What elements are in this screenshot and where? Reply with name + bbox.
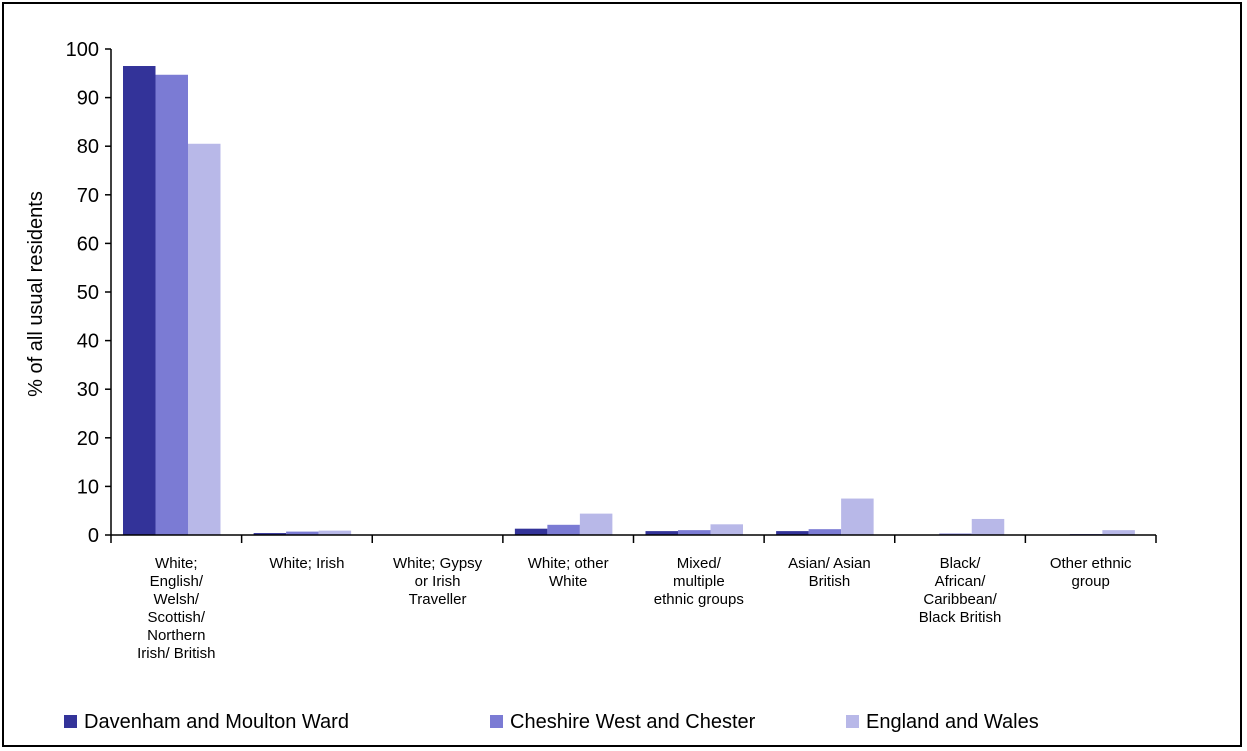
y-tick-label-0: 0 <box>88 525 99 547</box>
category-label-3: White; other White <box>528 555 609 590</box>
bar-0-3 <box>514 528 548 535</box>
category-label-line: English/ <box>150 573 204 590</box>
bar-0-0 <box>123 66 156 535</box>
y-tick-label-10: 100 <box>66 39 99 61</box>
category-label-2: White; Gypsy or Irish Traveller <box>393 555 483 608</box>
category-label-line: White <box>549 573 587 590</box>
category-label-line: Asian/ Asian <box>788 555 871 572</box>
category-label-line: Mixed/ <box>677 555 722 572</box>
bar-2-1 <box>318 530 352 535</box>
legend-label: Cheshire West and Chester <box>510 711 756 733</box>
y-tick-label-1: 10 <box>77 476 99 498</box>
category-label-line: White; Irish <box>269 555 344 572</box>
category-label-line: White; Gypsy <box>393 555 483 572</box>
y-tick-label-2: 20 <box>77 428 99 450</box>
category-label-line: or Irish <box>415 573 461 590</box>
category-label-0: White; English/Welsh/Scottish/Northern Iri… <box>137 555 215 662</box>
category-label-line: Black/ <box>940 555 982 572</box>
bar-1-3 <box>547 524 580 535</box>
category-label-line: Irish/ British <box>137 645 215 662</box>
category-label-1: White; Irish <box>269 555 344 572</box>
y-tick-label-7: 70 <box>77 185 99 207</box>
category-label-line: Black British <box>919 609 1002 626</box>
bar-chart: % of all usual residents 0 10 20 30 40 50 60 70… <box>25 39 1157 733</box>
bar-0-5 <box>776 531 809 535</box>
y-tick-label-4: 40 <box>77 331 99 353</box>
legend-label: Davenham and Moulton Ward <box>84 711 349 733</box>
category-label-line: Scottish/ <box>148 609 206 626</box>
category-label-4: Mixed/multiple ethnic groups <box>654 555 744 608</box>
category-label-line: ethnic groups <box>654 591 744 608</box>
bar-0-4 <box>645 531 678 535</box>
legend-item-2: England and Wales <box>846 711 1039 733</box>
y-tick-label-8: 80 <box>77 136 99 158</box>
legend-swatch <box>846 715 859 728</box>
bar-2-7 <box>1102 530 1135 535</box>
category-label-line: Welsh/ <box>154 591 200 608</box>
y-tick-label-5: 50 <box>77 282 99 304</box>
category-label-line: White; other <box>528 555 609 572</box>
bar-2-6 <box>971 518 1005 535</box>
category-label-line: Northern <box>147 627 205 644</box>
bar-2-4 <box>710 524 743 535</box>
legend-swatch <box>490 715 503 728</box>
bar-0-1 <box>253 533 287 535</box>
y-tick-label-6: 60 <box>77 233 99 255</box>
y-tick-label-3: 30 <box>77 379 99 401</box>
category-label-line: Traveller <box>409 591 467 608</box>
bar-1-5 <box>808 529 842 535</box>
category-label-line: group <box>1072 573 1110 590</box>
category-label-line: multiple <box>673 573 725 590</box>
y-axis-title: % of all usual residents <box>25 191 47 397</box>
y-axis-title-group: % of all usual residents <box>25 191 47 397</box>
legend-swatch <box>64 715 77 728</box>
category-label-line: Caribbean/ <box>923 591 997 608</box>
category-label-line: African/ <box>935 573 987 590</box>
bar-2-5 <box>841 498 874 535</box>
y-tick-label-9: 90 <box>77 88 99 110</box>
legend: Davenham and Moulton Ward Cheshire West a… <box>64 711 1039 733</box>
legend-item-0: Davenham and Moulton Ward <box>64 711 349 733</box>
series-0 <box>123 66 1070 535</box>
bar-2-3 <box>579 513 613 535</box>
bar-1-1 <box>286 531 319 535</box>
category-label-line: British <box>809 573 851 590</box>
category-label-6: Black/African/Caribbean/Black British <box>919 555 1002 626</box>
bar-1-0 <box>155 74 188 536</box>
plot-area: 0 10 20 30 40 50 60 70 80 90 100 White; English/Wels… <box>66 39 1157 662</box>
series-1 <box>155 74 1103 536</box>
bar-1-4 <box>678 530 711 535</box>
category-label-line: White; <box>155 555 198 572</box>
category-label-line: Other ethnic <box>1050 555 1132 572</box>
series-2 <box>188 143 1135 535</box>
category-label-7: Other ethnic group <box>1050 555 1132 590</box>
legend-label: England and Wales <box>866 711 1039 733</box>
legend-item-1: Cheshire West and Chester <box>490 711 756 733</box>
category-label-5: Asian/ Asian British <box>788 555 871 590</box>
bar-2-0 <box>188 143 221 535</box>
